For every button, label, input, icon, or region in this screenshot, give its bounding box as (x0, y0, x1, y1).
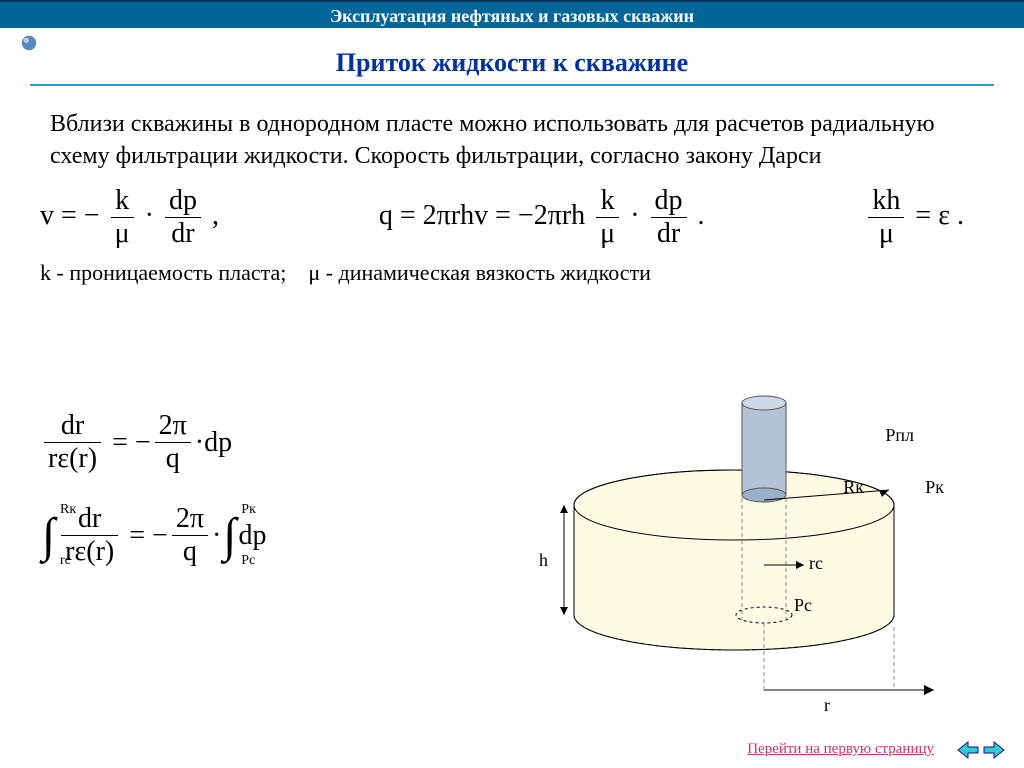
label-pc: Pс (794, 595, 812, 616)
def-k: k - проницаемость пласта; (40, 260, 286, 285)
formulas-row-1: v = − kμ · dpdr , q = 2πrhv = −2πrh kμ ·… (40, 185, 964, 250)
integral-icon: ∫ Rк rс (42, 508, 55, 563)
formula-integral: ∫ Rк rс drrε(r) = − 2πq · ∫ Pк Pс dp (40, 503, 266, 568)
formula-eps: khμ = ε . (864, 185, 964, 250)
prev-arrow-icon[interactable] (956, 740, 980, 760)
first-page-link[interactable]: Перейти на первую страницу (747, 741, 934, 758)
formula-v: v = − kμ · dpdr , (40, 185, 219, 250)
header-bar: Эксплуатация нефтяных и газовых скважин (0, 0, 1024, 28)
subtitle-wrap: Приток жидкости к скважине (30, 48, 994, 86)
formula-q: q = 2πrhv = −2πrh kμ · dpdr . (379, 185, 705, 250)
label-h: h (539, 550, 548, 571)
label-ppl: Pпл (885, 425, 914, 446)
nav-arrows (956, 740, 1006, 760)
integral-icon: ∫ Pк Pс (223, 508, 236, 563)
label-r: r (824, 695, 830, 716)
formula-dr: drrε(r) = − 2πq · dp (40, 410, 266, 475)
next-arrow-icon[interactable] (982, 740, 1006, 760)
intro-paragraph: Вблизи скважины в однородном пласте можн… (50, 108, 974, 173)
definitions: k - проницаемость пласта; μ - динамическ… (40, 260, 974, 286)
bullet-icon (20, 34, 38, 52)
header-title: Эксплуатация нефтяных и газовых скважин (330, 6, 694, 26)
page-subtitle: Приток жидкости к скважине (336, 48, 688, 77)
left-formulas: drrε(r) = − 2πq · dp ∫ Rк rс drrε(r) = −… (40, 410, 266, 596)
def-mu: μ - динамическая вязкость жидкости (308, 260, 651, 285)
label-rc: rс (809, 553, 823, 574)
reservoir-diagram: Pпл Pк Rк h rс Pс r (504, 395, 984, 715)
label-pk: Pк (925, 477, 944, 498)
label-rk: Rк (843, 477, 864, 498)
